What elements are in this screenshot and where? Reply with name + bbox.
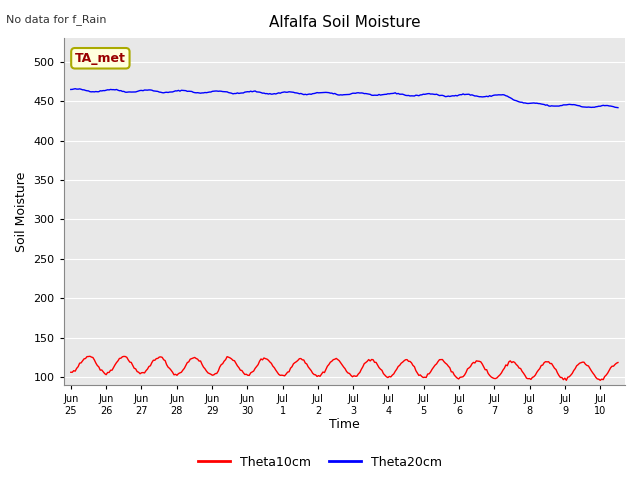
Text: TA_met: TA_met	[75, 52, 126, 65]
Y-axis label: Soil Moisture: Soil Moisture	[15, 171, 28, 252]
Legend: Theta10cm, Theta20cm: Theta10cm, Theta20cm	[193, 451, 447, 474]
X-axis label: Time: Time	[329, 419, 360, 432]
Title: Alfalfa Soil Moisture: Alfalfa Soil Moisture	[269, 15, 420, 30]
Text: No data for f_Rain: No data for f_Rain	[6, 14, 107, 25]
